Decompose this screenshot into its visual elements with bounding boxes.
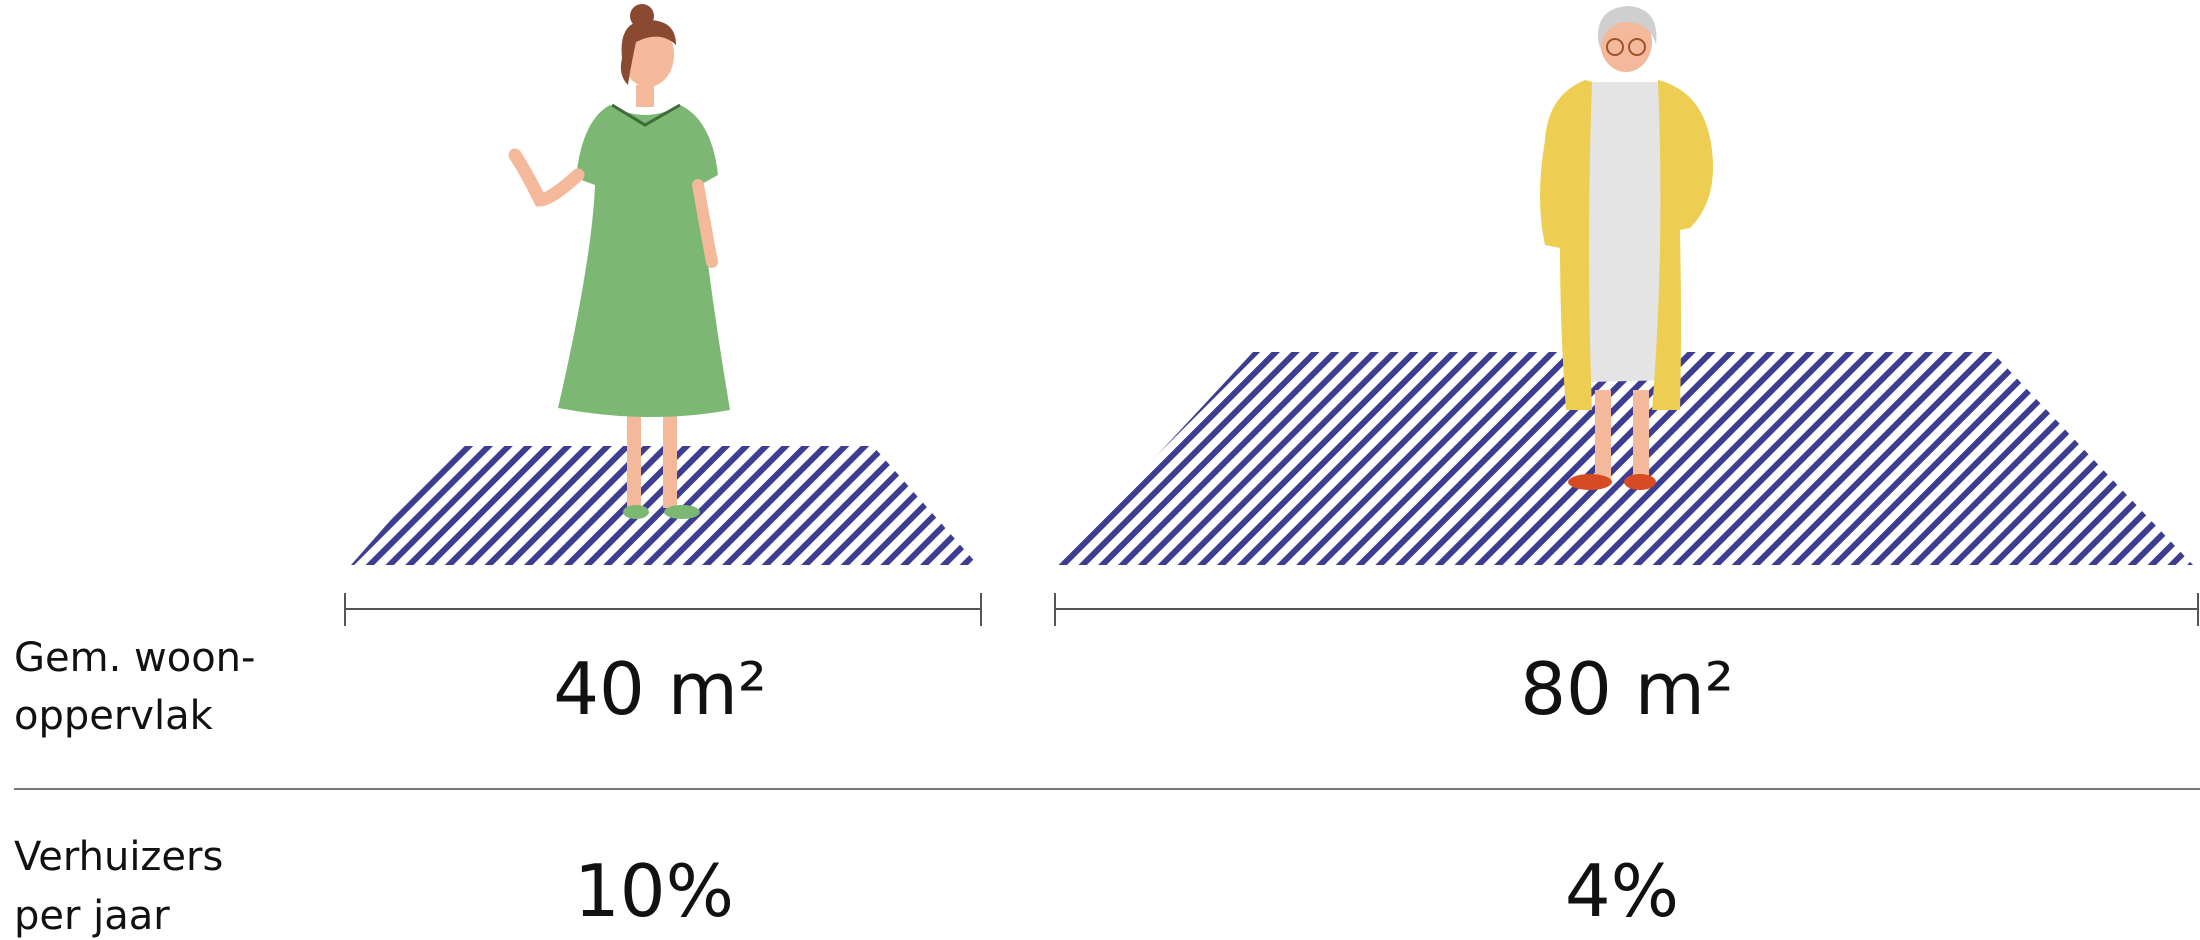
row-label: Verhuizers [14, 834, 223, 880]
row-label: oppervlak [14, 693, 214, 739]
older-woman-figure [1540, 6, 1714, 490]
value: 80 m² [1520, 647, 1734, 731]
floor-area-large [1055, 352, 2193, 565]
value: 4% [1565, 849, 1679, 933]
ruler-small [344, 593, 982, 626]
value: 10% [574, 849, 734, 933]
young-woman-figure [508, 4, 730, 519]
ruler-large [1054, 593, 2199, 626]
value: 40 m² [553, 647, 767, 731]
row-label: Gem. woon- [14, 635, 255, 681]
row-label: per jaar [14, 893, 170, 939]
